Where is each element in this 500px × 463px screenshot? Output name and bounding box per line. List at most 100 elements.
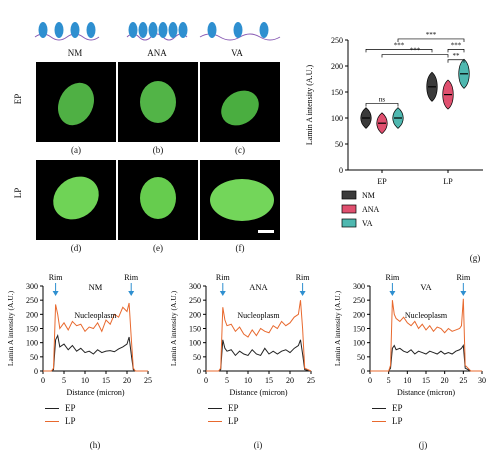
profile-chart-va: 0 50 100 150 200 250 300 0 5 10 15 20 25 30 Distance (… — [333, 273, 486, 397]
y-tick-label: 50 — [30, 353, 38, 362]
y-tick-label: 0 — [361, 367, 365, 376]
chromatin-schematic-va — [199, 22, 281, 41]
x-axis-label: Distance (micron) — [230, 388, 288, 397]
condition-label-ana: ANA — [147, 48, 167, 58]
y-tick-label: 50 — [357, 353, 365, 362]
rim-label: Rim — [124, 273, 139, 282]
profile-chart-nm: 0 50 100 150 200 250 300 0 5 10 15 20 25 Distance (mi… — [6, 273, 152, 397]
rim-arrow-head — [219, 291, 226, 296]
profile-legend-h: EP LP — [45, 403, 76, 426]
significance-label: ns — [379, 95, 386, 103]
microscopy-image-c — [200, 62, 280, 142]
chart-title: NM — [89, 282, 103, 292]
legend-item-ep: EP — [372, 403, 403, 413]
y-tick-label: 50 — [193, 353, 201, 362]
y-tick-label: 0 — [339, 166, 343, 175]
legend-label-lp: LP — [228, 416, 239, 426]
chart-title: ANA — [249, 282, 268, 292]
x-tick-label: 5 — [387, 376, 391, 385]
series-line-ep — [43, 334, 148, 372]
significance-label: *** — [426, 31, 437, 39]
legend-swatch-va — [341, 218, 357, 228]
legend-swatch-ep — [208, 407, 222, 409]
image-label-e: (e) — [153, 243, 163, 253]
rim-label: Rim — [216, 273, 231, 282]
legend-item-lp: LP — [45, 416, 76, 426]
significance-bracket — [365, 103, 399, 107]
series-line-ep — [206, 339, 312, 372]
significance-bracket — [447, 59, 465, 63]
legend-label-va: VA — [362, 219, 373, 228]
legend-label-ep: EP — [65, 403, 76, 413]
x-tick-label: EP — [377, 177, 387, 186]
x-tick-label: 15 — [265, 376, 273, 385]
panel-label-h: (h) — [89, 440, 101, 450]
legend-label-nm: NM — [362, 191, 375, 200]
legend-item-lp: LP — [208, 416, 239, 426]
significance-label: *** — [410, 47, 421, 55]
y-tick-label: 200 — [331, 62, 343, 71]
panel-label-j: (j) — [418, 440, 428, 450]
rim-label: Rim — [456, 273, 471, 282]
x-tick-label: 10 — [81, 376, 89, 385]
nucleoplasm-annotation: Nucleoplasm — [405, 311, 448, 320]
y-axis-label: Lamin A intensity (A.U.) — [169, 290, 178, 366]
image-label-d: (d) — [70, 243, 82, 253]
y-tick-label: 100 — [189, 339, 201, 348]
y-tick-label: 0 — [197, 367, 201, 376]
x-tick-label: 25 — [307, 376, 315, 385]
x-tick-label: 15 — [422, 376, 430, 385]
y-tick-label: 200 — [26, 310, 38, 319]
legend-swatch-nm — [341, 190, 357, 200]
significance-bracket — [447, 49, 465, 53]
legend-label-lp: LP — [65, 416, 76, 426]
row-label-lp: LP — [13, 187, 23, 199]
x-axis-label: Distance (micron) — [397, 388, 455, 397]
y-axis-label: Lamin A intensity (A.U.) — [305, 65, 314, 146]
x-tick-label: LP — [443, 177, 453, 186]
legend-label-ep: EP — [392, 403, 403, 413]
y-tick-label: 200 — [189, 310, 201, 319]
rim-label: Rim — [386, 273, 401, 282]
y-axis-label: Lamin A intensity (A.U.) — [333, 290, 342, 366]
rim-label: Rim — [49, 273, 64, 282]
y-tick-label: 150 — [331, 88, 343, 97]
legend-swatch-lp — [372, 420, 386, 422]
chromatin-schematics — [34, 22, 281, 41]
y-tick-label: 150 — [353, 325, 365, 334]
legend-label-lp: LP — [392, 416, 403, 426]
condition-label-nm: NM — [67, 48, 83, 58]
y-tick-label: 250 — [353, 296, 365, 305]
y-tick-label: 200 — [353, 310, 365, 319]
x-tick-label: 5 — [62, 376, 66, 385]
legend-item-lp: LP — [372, 416, 403, 426]
x-tick-label: 15 — [102, 376, 110, 385]
microscopy-image-a — [36, 62, 116, 142]
significance-bracket — [397, 38, 465, 42]
legend-item-ep: EP — [45, 403, 76, 413]
y-tick-label: 300 — [353, 282, 365, 291]
profile-chart-ana: 0 50 100 150 200 250 300 0 5 10 15 20 25 Distance (mi… — [169, 273, 315, 397]
profile-legend-j: EP LP — [372, 403, 403, 426]
microscopy-image-f — [200, 160, 280, 240]
y-tick-label: 150 — [189, 325, 201, 334]
nucleoplasm-annotation: Nucleoplasm — [237, 311, 280, 320]
rim-arrow-head — [52, 291, 59, 296]
legend-swatch-ep — [372, 407, 386, 409]
x-tick-label: 20 — [286, 376, 294, 385]
chromatin-schematic-ana — [126, 22, 188, 41]
significance-label: *** — [394, 41, 405, 49]
legend-label-ep: EP — [228, 403, 239, 413]
image-label-b: (b) — [152, 145, 164, 155]
panel-label-g: (g) — [469, 253, 481, 263]
x-tick-label: 5 — [225, 376, 229, 385]
legend-item-ep: EP — [208, 403, 239, 413]
y-axis-label: Lamin A intensity (A.U.) — [6, 290, 15, 366]
profile-legend-i: EP LP — [208, 403, 239, 426]
x-tick-label: 0 — [41, 376, 45, 385]
rim-arrow-head — [389, 291, 396, 296]
panel-label-i: (i) — [253, 440, 263, 450]
legend-swatch-ana — [341, 204, 357, 214]
chart-title: VA — [420, 282, 432, 292]
y-tick-label: 100 — [26, 339, 38, 348]
